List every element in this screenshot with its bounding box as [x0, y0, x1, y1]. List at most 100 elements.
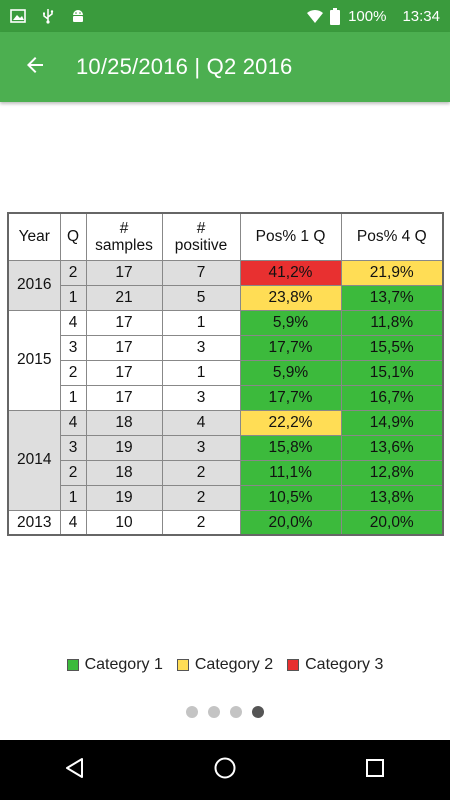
quarter-cell: 2 [59, 359, 87, 386]
legend-swatch [287, 659, 300, 671]
pos-1q-cell: 22,2% [239, 409, 342, 436]
back-triangle-icon [64, 757, 86, 784]
quarter-cell: 1 [59, 384, 87, 411]
nav-recents-button[interactable] [345, 740, 405, 800]
samples-cell: 10 [85, 509, 163, 536]
nav-home-button[interactable] [195, 740, 255, 800]
legend: Category 1 Category 2 Category 3 [0, 656, 450, 674]
image-icon [10, 8, 26, 24]
back-button[interactable] [0, 32, 70, 102]
quarter-cell: 4 [59, 309, 87, 336]
quarter-cell: 3 [59, 334, 87, 361]
legend-item-category-3: Category 3 [287, 656, 383, 674]
header-pos-4q: Pos% 4 Q [340, 212, 444, 261]
pos-4q-cell: 20,0% [340, 509, 444, 536]
status-bar: 100% 13:34 [0, 0, 450, 32]
table-row: 1 21 5 23,8% 13,7% [8, 284, 444, 311]
pos-1q-cell: 17,7% [239, 384, 342, 411]
pos-4q-cell: 16,7% [340, 384, 444, 411]
android-icon [70, 8, 86, 24]
positive-cell: 3 [161, 434, 241, 461]
header-pos-1q: Pos% 1 Q [239, 212, 342, 261]
legend-label: Category 1 [84, 656, 163, 673]
pos-1q-cell: 5,9% [239, 359, 342, 386]
clock: 13:34 [402, 7, 440, 25]
positive-cell: 1 [161, 309, 241, 336]
samples-cell: 18 [85, 409, 163, 436]
legend-item-category-2: Category 2 [176, 656, 273, 674]
page-dot[interactable] [230, 706, 242, 718]
page-dot[interactable] [186, 706, 198, 718]
table-header-row: Year Q # samples # positive Pos% 1 Q Pos… [7, 212, 444, 261]
quarter-cell: 4 [59, 509, 87, 536]
quarter-cell: 2 [59, 259, 87, 286]
table-row: 2016 2 17 7 41,2% 21,9% [7, 259, 444, 311]
header-samples: # samples [85, 212, 163, 261]
year-cell: 2014 [7, 409, 61, 511]
battery-icon [330, 8, 341, 25]
year-cell: 2013 [7, 509, 61, 536]
table-row: 3 19 3 15,8% 13,6% [8, 434, 444, 461]
table-row: 2014 4 18 4 22,2% 14,9% [7, 409, 444, 511]
pos-1q-cell: 11,1% [239, 459, 342, 486]
positive-cell: 2 [161, 484, 241, 511]
battery-percent: 100% [348, 7, 387, 25]
table-row: 2 17 1 5,9% 15,1% [8, 359, 444, 386]
samples-cell: 17 [85, 259, 163, 286]
pos-4q-cell: 14,9% [340, 409, 444, 436]
nav-back-button[interactable] [45, 740, 105, 800]
pos-4q-cell: 15,1% [340, 359, 444, 386]
header-year: Year [7, 212, 61, 261]
pos-1q-cell: 23,8% [239, 284, 342, 311]
page-dot[interactable] [208, 706, 220, 718]
home-circle-icon [213, 756, 237, 785]
samples-cell: 18 [85, 459, 163, 486]
positive-cell: 3 [161, 384, 241, 411]
samples-cell: 17 [85, 359, 163, 386]
pos-1q-cell: 15,8% [239, 434, 342, 461]
samples-cell: 17 [85, 384, 163, 411]
samples-cell: 17 [85, 334, 163, 361]
pos-1q-cell: 41,2% [239, 259, 342, 286]
quarter-cell: 4 [59, 409, 87, 436]
table-row: 2 18 2 11,1% 12,8% [8, 459, 444, 486]
pos-4q-cell: 13,6% [340, 434, 444, 461]
quarter-cell: 3 [59, 434, 87, 461]
pos-1q-cell: 5,9% [239, 309, 342, 336]
pos-4q-cell: 21,9% [340, 259, 444, 286]
samples-cell: 19 [85, 484, 163, 511]
samples-cell: 21 [85, 284, 163, 311]
year-cell: 2015 [7, 309, 61, 411]
table-row: 2015 4 17 1 5,9% 11,8% [7, 309, 444, 411]
app-bar: 10/25/2016 | Q2 2016 [0, 32, 450, 102]
page-title: 10/25/2016 | Q2 2016 [76, 54, 293, 79]
data-table: Year Q # samples # positive Pos% 1 Q Pos… [7, 212, 444, 536]
year-cell: 2016 [7, 259, 61, 311]
pos-4q-cell: 11,8% [340, 309, 444, 336]
table-row: 1 19 2 10,5% 13,8% [8, 484, 444, 511]
pos-4q-cell: 13,8% [340, 484, 444, 511]
legend-item-category-1: Category 1 [66, 656, 163, 674]
table-row: 3 17 3 17,7% 15,5% [8, 334, 444, 361]
quarter-cell: 1 [59, 484, 87, 511]
positive-cell: 7 [161, 259, 241, 286]
page-indicator [0, 706, 450, 718]
pos-4q-cell: 15,5% [340, 334, 444, 361]
data-table-container: Year Q # samples # positive Pos% 1 Q Pos… [7, 212, 444, 536]
recents-square-icon [365, 758, 385, 783]
pos-1q-cell: 10,5% [239, 484, 342, 511]
pos-4q-cell: 13,7% [340, 284, 444, 311]
positive-cell: 2 [161, 509, 241, 536]
quarter-cell: 2 [59, 459, 87, 486]
header-positive: # positive [161, 212, 241, 261]
arrow-left-icon [23, 53, 47, 82]
table-body: 2016 2 17 7 41,2% 21,9% 1 21 5 23,8% 13,7% 2015 4 17 1… [7, 259, 444, 536]
samples-cell: 19 [85, 434, 163, 461]
wifi-icon [306, 8, 324, 24]
positive-cell: 1 [161, 359, 241, 386]
legend-label: Category 3 [305, 656, 384, 673]
header-q: Q [59, 212, 87, 261]
page-dot[interactable] [252, 706, 264, 718]
quarter-cell: 1 [59, 284, 87, 311]
